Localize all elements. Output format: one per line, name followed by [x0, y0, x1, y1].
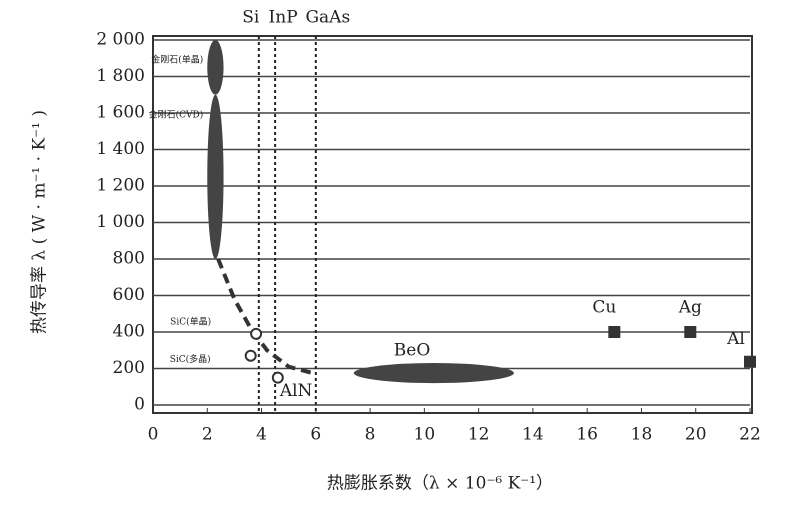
point	[608, 326, 621, 338]
region-label: 金刚石(CVD)	[149, 108, 204, 120]
x-tick-label: 8	[365, 425, 376, 445]
x-tick-label: 18	[631, 425, 653, 445]
y-tick-label: 600	[113, 285, 145, 305]
y-tick-label: 200	[113, 358, 145, 378]
y-tick-label: 400	[113, 322, 145, 342]
x-tick-label: 0	[148, 425, 159, 445]
reference-label: GaAs	[305, 8, 350, 28]
region-label: BeO	[394, 341, 431, 361]
point	[684, 326, 697, 338]
point-label: Al	[726, 329, 745, 349]
x-tick-label: 12	[468, 425, 490, 445]
y-tick-label: 0	[134, 395, 145, 415]
reference-label: InP	[269, 8, 298, 28]
x-tick-label: 10	[414, 425, 436, 445]
point-label: SiC(多晶)	[170, 353, 211, 365]
point-label: Ag	[678, 298, 702, 318]
y-tick-label: 2 000	[96, 30, 145, 50]
point-label: AlN	[279, 381, 313, 401]
plot-frame	[152, 35, 753, 414]
y-tick-label: 800	[113, 249, 145, 269]
x-tick-label: 2	[202, 425, 213, 445]
region	[353, 363, 514, 384]
x-tick-label: 6	[310, 425, 321, 445]
point-label: SiC(单晶)	[170, 315, 211, 327]
y-tick-label: 1 600	[96, 103, 145, 123]
x-tick-label: 22	[739, 425, 761, 445]
point-label: Cu	[592, 298, 616, 318]
y-tick-label: 1 000	[96, 212, 145, 232]
x-tick-label: 4	[256, 425, 267, 445]
y-axis-title: 热传导率 λ ( W · m⁻¹ · K⁻¹ )	[30, 110, 50, 334]
y-tick-label: 1 800	[96, 66, 145, 86]
point	[271, 371, 284, 384]
point	[744, 355, 756, 368]
reference-label: Si	[242, 8, 260, 28]
x-tick-label: 20	[685, 425, 707, 445]
x-tick-label: 16	[576, 425, 598, 445]
region-label: 金刚石(单晶)	[151, 54, 203, 66]
trend-line	[216, 258, 317, 376]
y-tick-label: 1 200	[96, 176, 145, 196]
region	[207, 40, 224, 95]
y-tick-label: 1 400	[96, 139, 145, 159]
point	[250, 327, 263, 340]
x-axis-title: 热膨胀系数（λ × 10⁻⁶ K⁻¹）	[327, 474, 553, 494]
point	[244, 349, 257, 362]
region	[207, 94, 224, 259]
x-tick-label: 14	[522, 425, 544, 445]
